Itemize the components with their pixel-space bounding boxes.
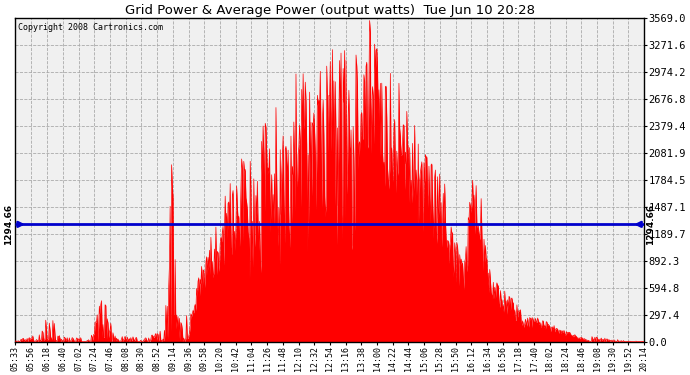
Title: Grid Power & Average Power (output watts)  Tue Jun 10 20:28: Grid Power & Average Power (output watts…	[125, 4, 535, 17]
Text: 1294.66: 1294.66	[647, 204, 656, 245]
Text: 1294.66: 1294.66	[4, 204, 13, 245]
Text: Copyright 2008 Cartronics.com: Copyright 2008 Cartronics.com	[18, 23, 163, 32]
